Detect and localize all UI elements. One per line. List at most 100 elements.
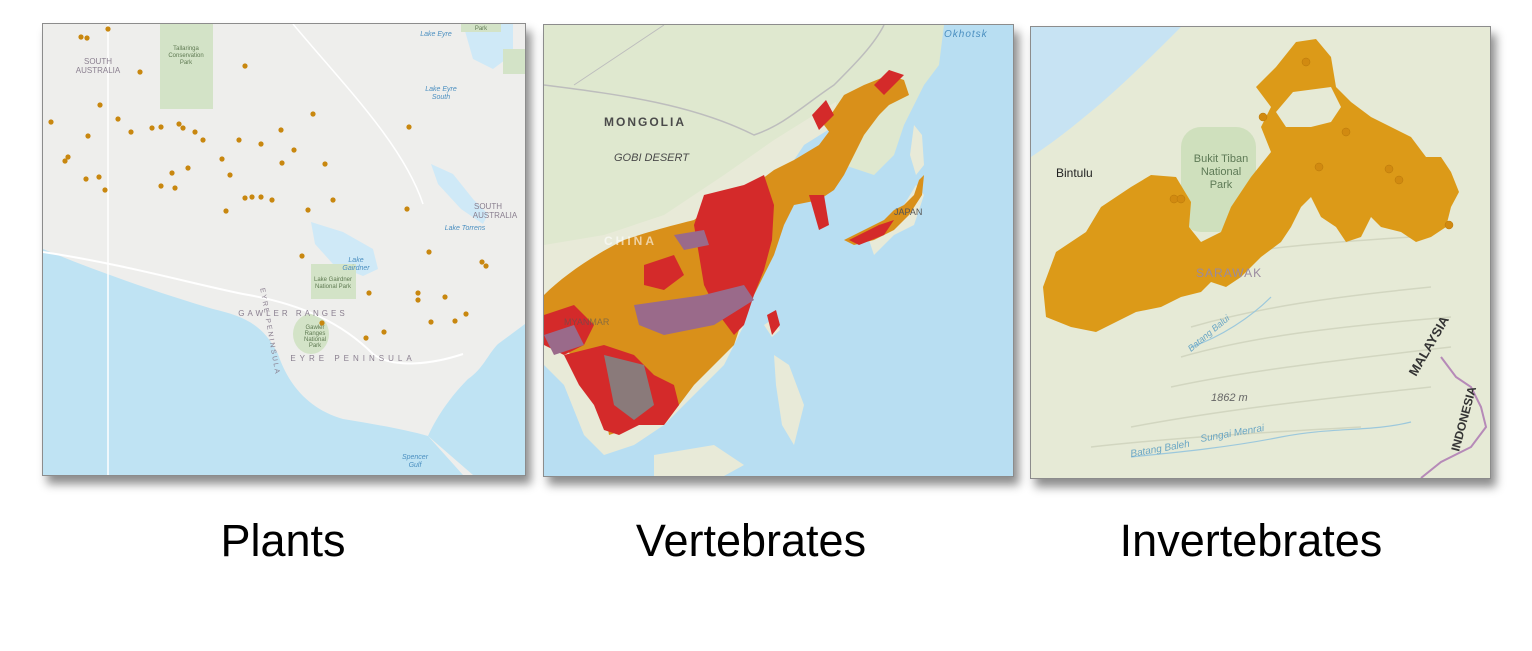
occurrence-point	[227, 172, 233, 178]
occurrence-point	[84, 35, 90, 41]
occurrence-points	[1169, 57, 1454, 230]
park-label: Conservation	[168, 53, 203, 59]
range-orange	[824, 75, 909, 145]
border-line	[544, 25, 885, 136]
lake-label: Lake Torrens	[445, 225, 486, 232]
occurrence-point	[330, 197, 336, 203]
occurrence-point	[363, 335, 369, 341]
occurrence-point	[158, 183, 164, 189]
occurrence-point	[1394, 175, 1404, 185]
occurrence-point	[269, 197, 275, 203]
occurrence-point	[305, 207, 311, 213]
range-hole	[1276, 87, 1341, 127]
occurrence-point	[406, 124, 412, 130]
occurrence-point	[176, 121, 182, 127]
occurrence-point	[452, 318, 458, 324]
park-label: Bukit Tiban	[1194, 153, 1248, 165]
occurrence-point	[242, 195, 248, 201]
range-label: GAWLER RANGES	[238, 309, 347, 318]
lake-torrens-shape	[431, 164, 488, 224]
occurrence-point	[172, 185, 178, 191]
occurrence-point	[83, 176, 89, 182]
occurrence-point	[249, 194, 255, 200]
river	[1130, 296, 1412, 458]
occurrence-point	[310, 111, 316, 117]
occurrence-point	[1176, 194, 1186, 204]
occurrence-point	[180, 125, 186, 131]
country-label: MONGOLIA	[604, 115, 686, 129]
occurrence-point	[299, 253, 305, 259]
park-label: Ranges	[305, 331, 326, 337]
occurrence-point	[192, 129, 198, 135]
park-label: Park	[1210, 179, 1233, 191]
park-label: Lake Gairdner	[314, 277, 352, 283]
range-orange	[1043, 39, 1459, 332]
philippines	[774, 355, 804, 445]
region-label: SOUTH	[474, 202, 502, 211]
occurrence-point	[1301, 57, 1311, 67]
occurrence-point	[96, 174, 102, 180]
occurrence-point	[483, 263, 489, 269]
peninsula-label: EYRE PENINSULA	[290, 354, 415, 363]
occurrence-point	[1341, 127, 1351, 137]
invertebrates-map-panel[interactable]: Bintulu Bukit Tiban National Park SARAWA…	[1030, 26, 1491, 479]
occurrence-point	[291, 147, 297, 153]
occurrence-point	[65, 154, 71, 160]
region-label: SOUTH	[84, 57, 112, 66]
park-label: Gawler	[305, 325, 324, 331]
lake-label: Lake	[348, 257, 363, 264]
range-red	[812, 100, 834, 130]
occurrence-point	[78, 34, 84, 40]
occurrence-point	[115, 116, 121, 122]
occurrence-point	[149, 125, 155, 131]
occurrence-point	[463, 311, 469, 317]
lake-gairdner-shape	[311, 222, 378, 276]
occurrence-point	[242, 63, 248, 69]
plants-map: SOUTH AUSTRALIA SOUTH AUSTRALIA GAWLER R…	[43, 24, 525, 475]
region-label: SARAWAK	[1196, 266, 1262, 280]
range-red	[809, 195, 829, 230]
occurrence-point	[322, 161, 328, 167]
park-label: Park	[475, 26, 488, 32]
terrain-shading	[1090, 236, 1452, 448]
plants-map-panel[interactable]: SOUTH AUSTRALIA SOUTH AUSTRALIA GAWLER R…	[42, 23, 526, 476]
border-line	[573, 25, 665, 86]
park-label: National	[304, 337, 326, 343]
country-label: MYANMAR	[564, 317, 610, 327]
occurrence-point	[62, 158, 68, 164]
occurrence-point	[258, 141, 264, 147]
park-label: National Park	[315, 284, 352, 290]
occurrence-point	[1384, 164, 1394, 174]
occurrence-point	[415, 297, 421, 303]
vertebrates-map-panel[interactable]: MONGOLIA GOBI DESERT CHINA JAPAN MYANMAR…	[543, 24, 1014, 477]
region-label: AUSTRALIA	[473, 211, 518, 220]
occurrence-point	[428, 319, 434, 325]
occurrence-point	[319, 320, 325, 326]
occurrence-point	[381, 329, 387, 335]
range-red	[874, 70, 904, 95]
sakhalin	[910, 125, 924, 175]
occurrence-point	[48, 119, 54, 125]
road	[43, 251, 464, 365]
park-label: National	[1201, 166, 1241, 178]
occurrence-point	[366, 290, 372, 296]
park-area-right	[503, 49, 525, 74]
lake-gairdner-park-area	[311, 264, 356, 299]
occurrence-point	[479, 259, 485, 265]
borneo	[654, 445, 744, 476]
occurrence-point	[1314, 162, 1324, 172]
lake-label: Gairdner	[342, 265, 370, 272]
park-label: Park	[180, 60, 193, 66]
vertebrates-map: MONGOLIA GOBI DESERT CHINA JAPAN MYANMAR…	[544, 25, 1013, 476]
occurrence-point	[169, 170, 175, 176]
occurrence-point	[278, 127, 284, 133]
international-border	[1420, 356, 1488, 478]
spencer-gulf-water	[428, 324, 525, 475]
occurrence-points	[48, 26, 489, 341]
country-label: CHINA	[604, 234, 657, 248]
occurrence-point	[137, 69, 143, 75]
caption-vertebrates: Vertebrates	[635, 515, 867, 566]
range-red-taiwan	[767, 310, 780, 335]
occurrence-point	[128, 129, 134, 135]
occurrence-point	[1258, 112, 1268, 122]
